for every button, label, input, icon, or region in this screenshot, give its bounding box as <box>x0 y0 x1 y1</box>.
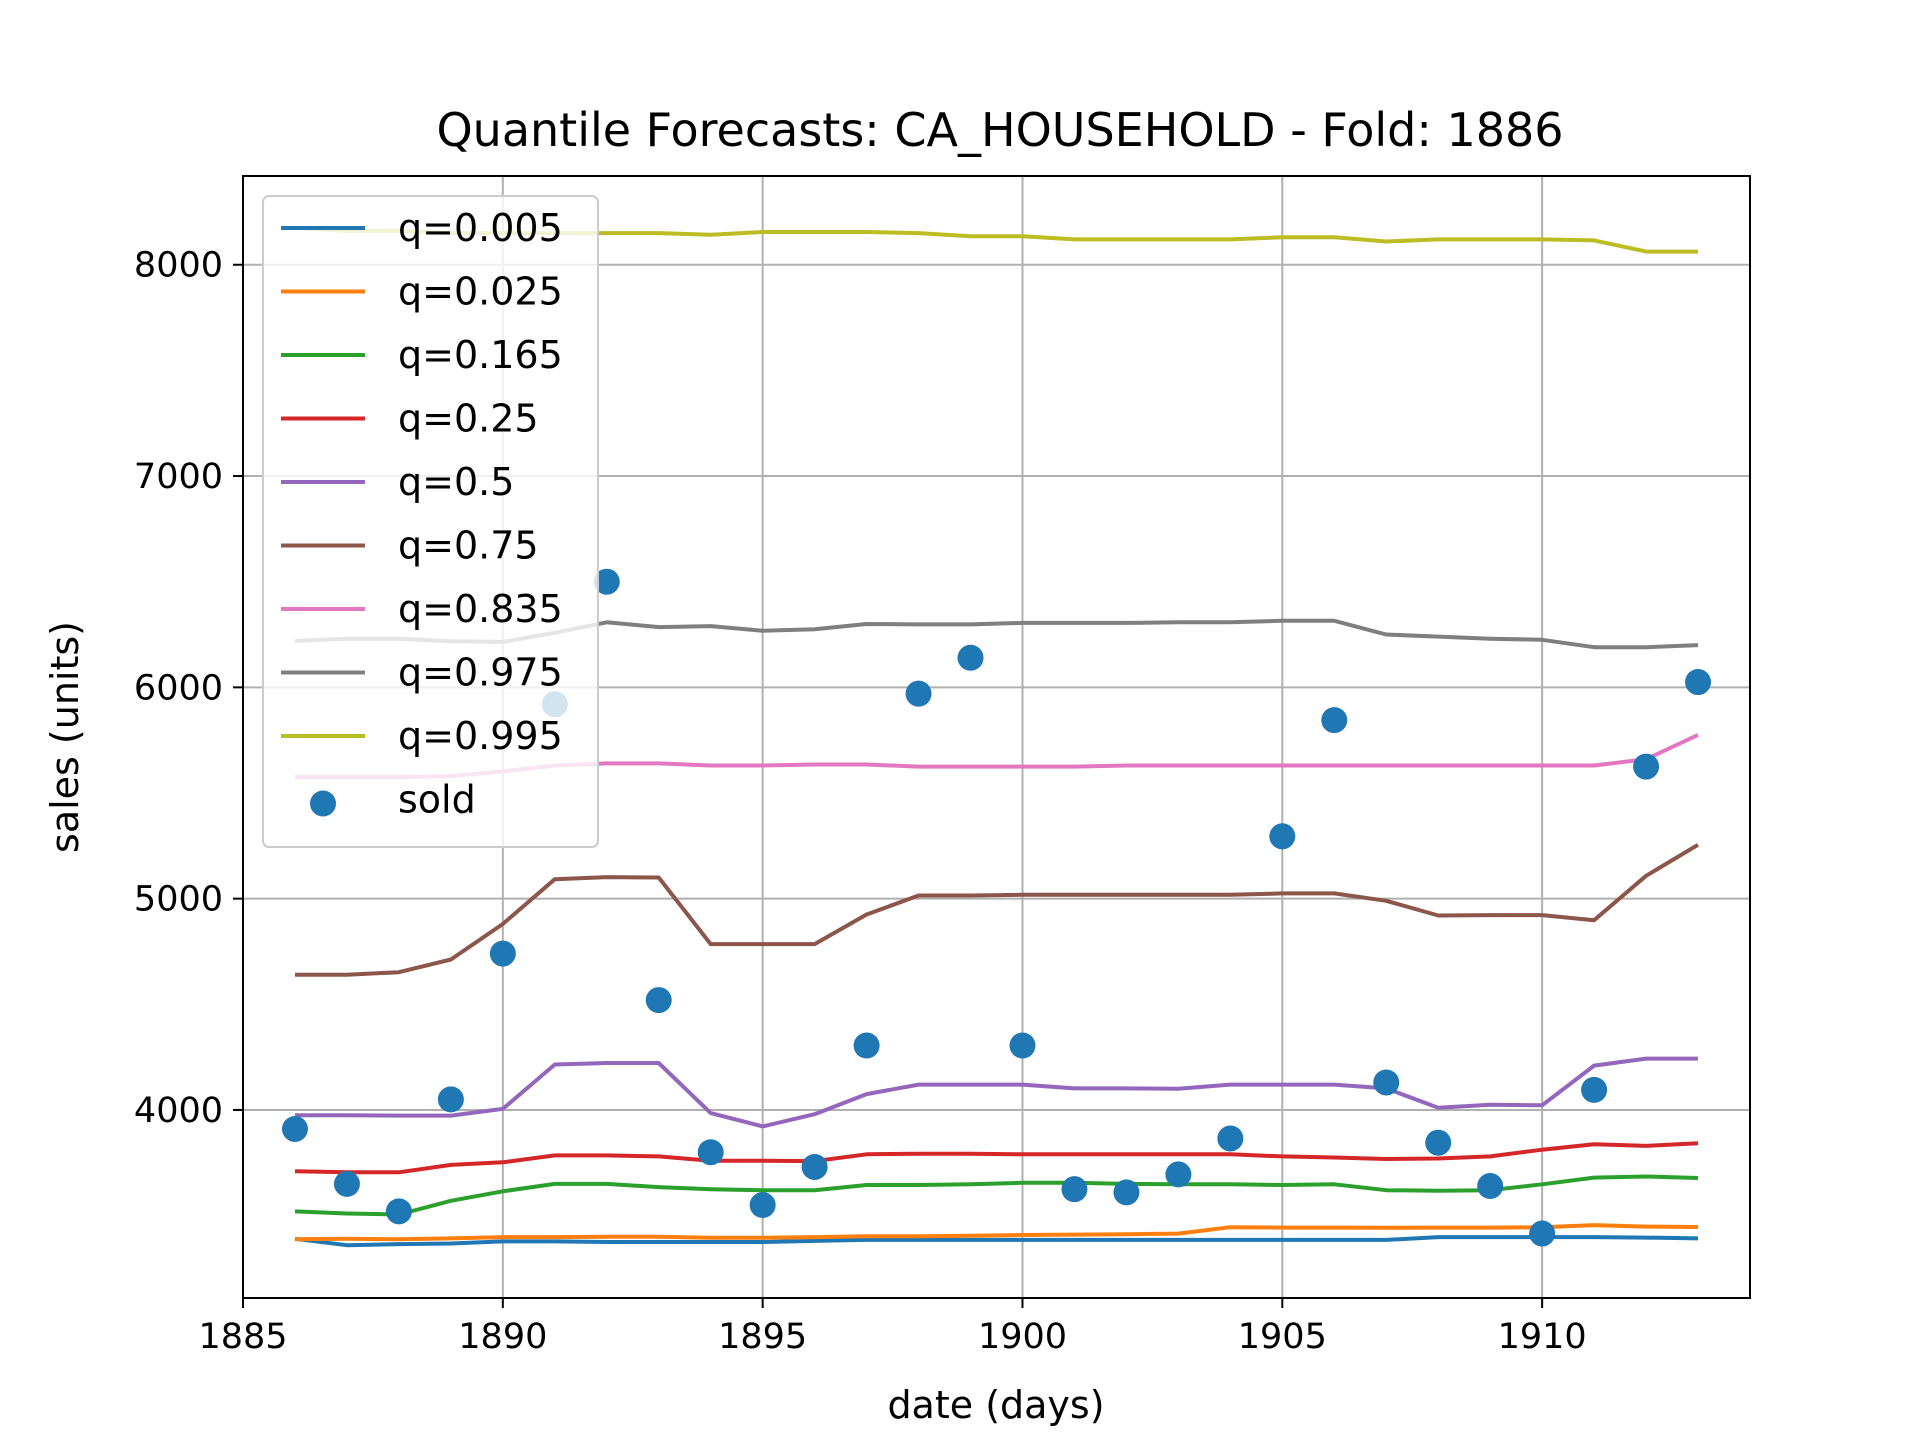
y-axis-label: sales (units) <box>43 621 87 853</box>
sold-point <box>957 644 984 671</box>
x-axis-label: date (days) <box>887 1383 1104 1427</box>
x-tick-label: 1895 <box>718 1317 807 1357</box>
sold-point <box>333 1170 360 1197</box>
y-tick-label: 8000 <box>134 246 223 286</box>
legend-label: q=0.005 <box>398 206 563 250</box>
x-tick-label: 1900 <box>978 1317 1067 1357</box>
y-tick-label: 4000 <box>134 1091 223 1131</box>
sold-point <box>1217 1125 1244 1152</box>
series-line-q=0.75 <box>295 843 1700 977</box>
sold-point <box>1113 1179 1140 1206</box>
sold-point <box>801 1153 828 1180</box>
legend-label: q=0.995 <box>398 714 563 758</box>
sold-point <box>1373 1069 1400 1096</box>
sold-point <box>905 680 932 707</box>
sold-point <box>1581 1076 1608 1103</box>
legend-label: q=0.165 <box>398 333 563 377</box>
legend-label: q=0.75 <box>398 524 539 568</box>
legend-label: q=0.835 <box>398 587 563 631</box>
plot-frame <box>242 175 1751 1299</box>
sold-points <box>281 568 1712 1247</box>
sold-point <box>1425 1129 1452 1156</box>
series-line-q=0.5 <box>295 1056 1698 1129</box>
sold-point <box>489 940 516 967</box>
legend-label: sold <box>398 778 476 822</box>
chart-title: Quantile Forecasts: CA_HOUSEHOLD - Fold:… <box>436 103 1563 157</box>
legend-label: q=0.975 <box>398 651 563 695</box>
legend-label: q=0.5 <box>398 460 514 504</box>
sold-point <box>1009 1032 1036 1059</box>
sold-point <box>1165 1161 1192 1188</box>
x-tick-label: 1910 <box>1498 1317 1587 1357</box>
sold-point <box>1061 1176 1088 1203</box>
legend-swatch-sold <box>310 790 336 817</box>
series-line-q=0.25 <box>294 1141 1699 1175</box>
sold-point <box>385 1198 412 1225</box>
sold-point <box>749 1192 776 1219</box>
series-line-q=0.005 <box>294 1235 1699 1248</box>
sold-point <box>645 987 672 1014</box>
sold-point <box>437 1086 464 1113</box>
series-line-q=0.165 <box>294 1174 1699 1217</box>
sold-point <box>1477 1173 1504 1200</box>
sold-point <box>1529 1220 1556 1247</box>
y-axis-ticks: 4000 5000 6000 7000 8000 <box>134 246 243 1131</box>
sold-point <box>853 1032 880 1059</box>
legend-label: q=0.025 <box>398 270 563 314</box>
sold-point <box>593 568 620 595</box>
sold-point <box>1633 753 1660 780</box>
x-axis-ticks: 1885 1890 1895 1900 1905 1910 <box>198 1298 1587 1357</box>
sold-point <box>1321 707 1348 734</box>
x-tick-label: 1890 <box>458 1317 547 1357</box>
y-tick-label: 5000 <box>134 880 223 920</box>
x-tick-label: 1885 <box>198 1317 287 1357</box>
legend-label: q=0.25 <box>398 397 539 441</box>
series-line-q=0.025 <box>294 1223 1699 1242</box>
sold-point <box>697 1139 724 1166</box>
sold-point <box>1685 669 1712 696</box>
sold-point <box>281 1115 308 1142</box>
legend: q=0.005 q=0.025 q=0.165 q=0.25 q=0.5 q=0.75 q=… <box>262 195 599 848</box>
y-tick-label: 6000 <box>134 668 223 708</box>
sold-point <box>1269 823 1296 850</box>
legend-box <box>262 195 599 848</box>
y-tick-label: 7000 <box>134 457 223 497</box>
x-tick-label: 1905 <box>1238 1317 1327 1357</box>
